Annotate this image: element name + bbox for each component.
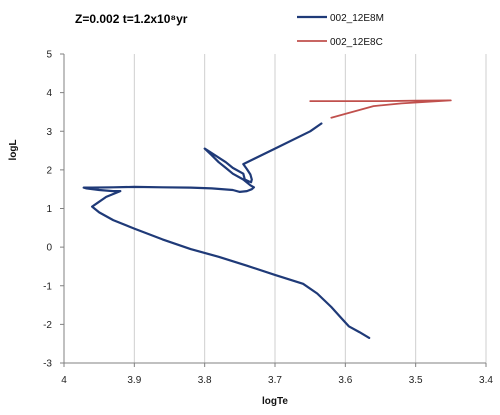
- series-line-002-12e8c: [309, 99, 452, 119]
- y-tick-label: 3: [46, 127, 52, 138]
- y-tick-label: 5: [46, 50, 52, 61]
- x-tick-label: 3.8: [198, 375, 212, 386]
- chart-title: Z=0.002 t=1.2x10⁸yr: [75, 12, 188, 26]
- y-tick-label: 0: [46, 243, 52, 254]
- legend-label: 002_12E8C: [330, 37, 383, 48]
- x-tick-label: 3.6: [338, 375, 352, 386]
- y-tick-label: -1: [43, 281, 52, 292]
- y-axis-label: logL: [8, 139, 19, 160]
- x-tick-labels: 4 3.9 3.8 3.7 3.6 3.5 3.4: [61, 375, 493, 386]
- y-tick-labels: -3 -2 -1 0 1 2 3 4 5: [43, 50, 52, 370]
- x-tick-label: 3.7: [268, 375, 282, 386]
- x-tick-label: 3.4: [479, 375, 493, 386]
- x-axis-label: logTe: [262, 396, 288, 407]
- series-line-002-12e8m: [82, 122, 371, 339]
- y-tick-label: -2: [43, 320, 52, 331]
- x-tick-label: 3.5: [409, 375, 423, 386]
- y-tick-label: -3: [43, 359, 52, 370]
- y-tick-label: 4: [46, 88, 52, 99]
- legend-label: 002_12E8M: [330, 13, 384, 24]
- series-lines: [82, 99, 452, 339]
- plot-axes: [60, 53, 487, 367]
- grid-lines: [133, 54, 487, 363]
- legend: 002_12E8M 002_12E8C: [297, 13, 384, 48]
- y-tick-label: 2: [46, 165, 52, 176]
- y-tick-label: 1: [46, 204, 52, 215]
- x-tick-label: 4: [61, 375, 67, 386]
- x-tick-label: 3.9: [127, 375, 141, 386]
